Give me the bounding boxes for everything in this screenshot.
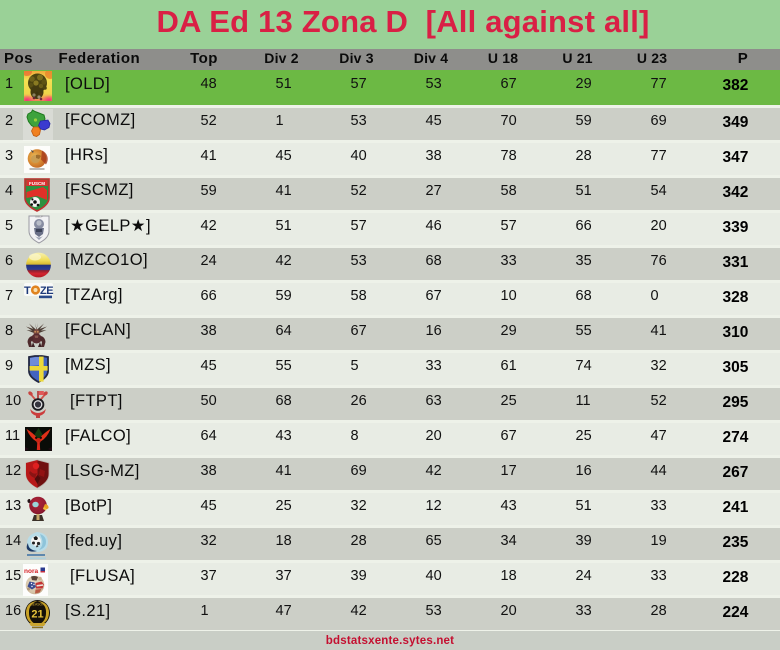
svg-text:FUSCM: FUSCM [29, 181, 45, 186]
svg-text:nora: nora [24, 568, 38, 575]
svg-text:21: 21 [31, 609, 43, 621]
svg-text:T: T [24, 285, 31, 297]
svg-text:SEASON: SEASON [30, 603, 45, 607]
svg-text:GELP: GELP [35, 214, 43, 218]
svg-text:ZE: ZE [40, 285, 53, 297]
